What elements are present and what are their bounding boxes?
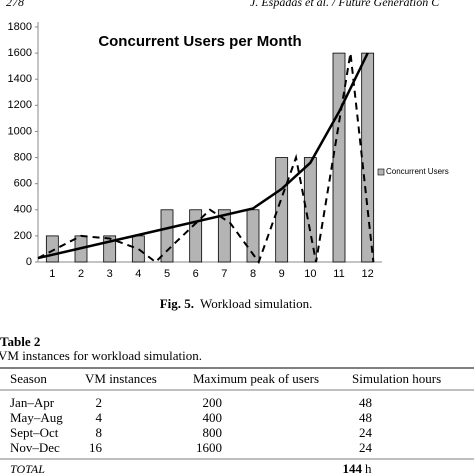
x-tick-label: 11 [333,268,344,280]
bar [275,157,289,263]
bar [45,235,59,263]
x-tick-label: 12 [362,268,374,280]
total-label: TOTAL [10,462,45,475]
table-cell: Sept–Oct [10,425,59,440]
table-cell: 48 [359,410,372,425]
table-cell: 1600 [196,440,222,455]
table-cell: 16 [89,440,103,455]
bar [160,209,174,263]
bar [303,157,317,263]
y-tick-label: 1600 [8,47,32,59]
table-cell: 24 [359,440,373,455]
y-tick-label: 400 [14,204,32,216]
column-header: Simulation hours [352,371,441,386]
table-cell: Nov–Dec [10,440,60,455]
table-cell: 4 [96,410,103,425]
y-tick-label: 1000 [8,125,32,137]
legend-swatch [377,168,385,176]
table-cell: 800 [203,425,223,440]
table-caption: VM instances for workload simulation. [0,348,202,363]
line-dashed [37,52,375,265]
running-title: J. Espadas et al. / Future Generation C [250,0,440,9]
y-tick-label: 800 [14,151,32,163]
y-tick-label: 1800 [8,21,32,33]
y-tick-label: 200 [14,230,32,242]
caption-text: Workload simulation. [200,296,312,311]
table-cell: Jan–Apr [10,395,55,410]
x-tick-label: 7 [221,268,227,280]
x-tick-label: 6 [193,268,199,280]
table-cell: 2 [96,395,103,410]
y-tick-label: 1200 [8,99,32,111]
bar [189,209,203,263]
table-cell: 8 [96,425,103,440]
bar [131,235,145,263]
table-cell: 48 [359,395,372,410]
x-tick-label: 9 [279,268,285,280]
column-header: Maximum peak of users [193,371,319,386]
bar [361,52,375,263]
x-tick-label: 2 [78,268,84,280]
total-hours: 144 [343,461,363,475]
bar [246,209,260,263]
bar [332,52,346,263]
column-header: Season [10,371,47,386]
x-tick-label: 8 [250,268,256,280]
table-cell: 24 [359,425,373,440]
x-tick-label: 3 [107,268,113,280]
table-cell: 400 [203,410,223,425]
x-tick-label: 5 [164,268,170,280]
table-label: Table 2 [0,334,40,349]
x-tick-label: 1 [49,268,55,280]
table-cell: May–Aug [10,410,63,425]
bar [217,209,231,263]
line-solid [37,52,369,260]
legend-label: Concurrent Users [386,167,449,176]
x-tick-label: 10 [304,268,316,280]
x-tick-label: 4 [135,268,141,280]
table-cell: 200 [203,395,223,410]
caption-label: Fig. 5. [160,296,194,311]
page-number: 278 [6,0,24,9]
column-header: VM instances [85,371,157,386]
chart-title: Concurrent Users per Month [98,33,301,50]
total-unit: h [365,461,372,475]
y-tick-label: 1400 [8,73,32,85]
y-tick-label: 0 [26,256,32,268]
y-tick-label: 600 [14,178,32,190]
